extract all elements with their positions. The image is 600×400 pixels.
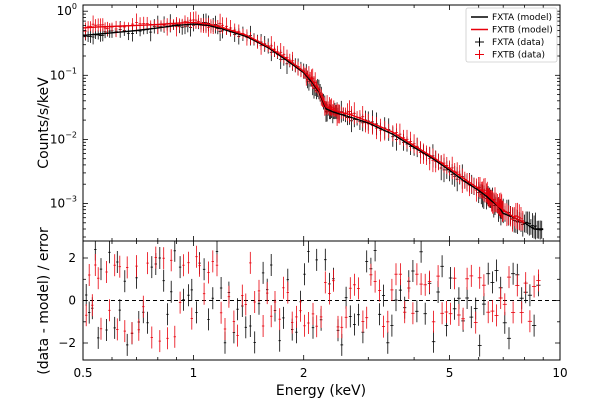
y-tick-label: 2: [68, 251, 76, 265]
legend-label: FXTB (data): [492, 51, 545, 61]
spectrum-panel: 100 10−1 10−2 10−3: [50, 2, 561, 242]
y-tick-label: −2: [58, 336, 76, 350]
x-tick-label: 10: [552, 366, 567, 380]
y-tick-label: 0: [68, 294, 76, 308]
legend-label: FXTA (model): [492, 13, 552, 23]
model-line-fxta: [83, 23, 544, 230]
legend: FXTA (model) FXTB (model) FXTA (data) FXTB …: [465, 7, 558, 63]
spectrum-data-layer: [83, 11, 544, 240]
y-tick-label: 100: [57, 2, 77, 18]
x-tick-label: 2: [300, 366, 308, 380]
residual-data-layer: [85, 241, 541, 357]
top-y-axis-label: Counts/s/keV: [36, 77, 52, 169]
bottom-y-axis-label: (data - model) / error: [36, 227, 52, 375]
legend-box: [465, 7, 558, 63]
x-tick-label: 1: [190, 366, 198, 380]
residual-panel: 0.5 1 2 5 10 2 0 −2: [58, 240, 568, 380]
spectrum-axes: 100 10−1 10−2 10−3: [50, 2, 560, 241]
legend-label: FXTA (data): [492, 38, 544, 48]
x-tick-label: 0.5: [73, 366, 92, 380]
x-tick-label: 5: [446, 366, 454, 380]
x-axis-label: Energy (keV): [276, 383, 366, 399]
y-tick-label: 10−3: [50, 195, 77, 211]
y-tick-label: 10−1: [50, 66, 77, 82]
model-line-fxtb: [83, 21, 525, 224]
y-tick-label: 10−2: [50, 130, 77, 146]
residual-frame: [82, 240, 561, 361]
legend-label: FXTB (model): [492, 26, 553, 36]
